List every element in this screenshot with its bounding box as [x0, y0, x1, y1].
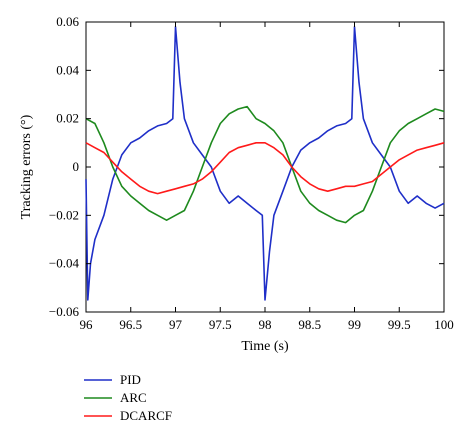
x-tick-label: 96.5	[119, 317, 142, 332]
y-tick-label: −0.02	[49, 207, 79, 222]
y-tick-label: 0	[73, 159, 80, 174]
series-line-arc	[85, 105, 445, 224]
legend-label-dcarcf: DCARCF	[120, 408, 172, 423]
y-axis-label: Tracking errors (°)	[19, 114, 34, 219]
plot-area: 96 96.5 97 97.5 98 98.5 99 99.5 100 −0.06 −0.04 −0.…	[49, 14, 454, 332]
tick-layer: 96 96.5 97 97.5 98 98.5 99 99.5 100 −0.06 −0.04 −0.…	[49, 14, 454, 332]
x-tick-label: 97	[169, 317, 183, 332]
x-tick-label: 99	[348, 317, 361, 332]
x-tick-label: 96	[80, 317, 94, 332]
series-line-pid	[85, 25, 445, 301]
x-tick-label: 98.5	[298, 317, 321, 332]
legend: PID ARC DCARCF	[84, 372, 172, 423]
series-line-dcarcf	[85, 142, 445, 195]
x-axis-label: Time (s)	[241, 339, 289, 354]
y-tick-label: 0.02	[56, 111, 79, 126]
y-tick-label: −0.06	[49, 304, 80, 319]
y-tick-label: −0.04	[49, 256, 80, 271]
y-tick-label: 0.06	[56, 14, 79, 29]
x-tick-label: 97.5	[209, 317, 232, 332]
x-tick-label: 99.5	[388, 317, 411, 332]
legend-label-arc: ARC	[120, 390, 147, 405]
y-tick-label: 0.04	[56, 62, 79, 77]
legend-label-pid: PID	[120, 372, 141, 387]
x-tick-label: 98	[259, 317, 272, 332]
series-layer	[85, 25, 445, 301]
x-tick-label: 100	[434, 317, 454, 332]
